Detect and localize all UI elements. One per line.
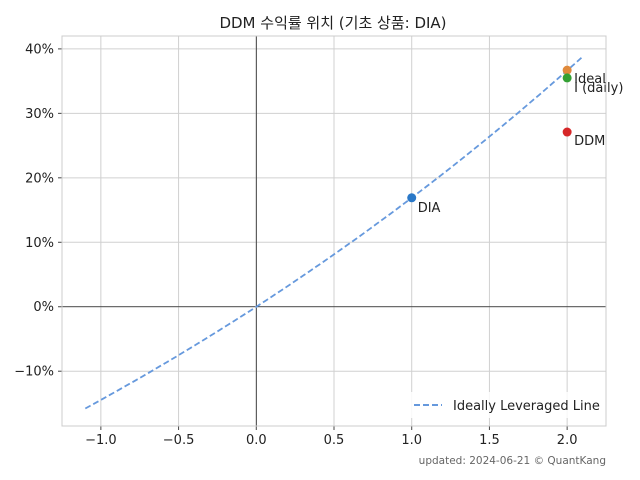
point-dia <box>407 193 417 203</box>
y-tick-label: 0% <box>33 300 54 315</box>
x-tick-label: 1.5 <box>479 433 500 448</box>
x-tick-label: 1.0 <box>401 433 422 448</box>
legend: Ideally Leveraged Line <box>406 392 600 418</box>
point-ddm <box>562 127 572 137</box>
point-i-daily <box>562 73 572 83</box>
x-tick-label: −1.0 <box>85 433 117 448</box>
grid <box>62 36 606 426</box>
chart-title: DDM 수익률 위치 (기초 상품: DIA) <box>219 14 446 32</box>
y-tick-label: −10% <box>14 365 54 380</box>
point-label-i-daily: I (daily) <box>574 81 623 96</box>
y-tick-label: 20% <box>25 171 54 186</box>
footer-note: updated: 2024-06-21 © QuantKang <box>419 455 606 467</box>
x-tick-label: 0.0 <box>246 433 267 448</box>
ideal-leveraged-line <box>84 55 584 410</box>
y-tick-label: 10% <box>25 236 54 251</box>
zero-axes <box>62 36 606 426</box>
point-ideal <box>562 65 572 75</box>
legend-box <box>406 392 600 418</box>
ideal-line <box>84 55 584 410</box>
x-tick-label: −0.5 <box>163 433 195 448</box>
y-tick-label: 40% <box>25 42 54 57</box>
point-label-ddm: DDM <box>574 134 605 149</box>
y-tick-label: 30% <box>25 107 54 122</box>
plot-frame <box>61 35 607 427</box>
point-label-ideal: Ideal <box>574 72 606 87</box>
point-label-dia: DIA <box>418 201 441 216</box>
legend-label-ideal-line: Ideally Leveraged Line <box>453 399 600 414</box>
tick-labels: −1.0 −0.5 0.0 0.5 1.0 1.5 2.0 −10% 0% 10% 20% 30% 40… <box>14 42 577 448</box>
x-tick-label: 0.5 <box>324 433 345 448</box>
x-tick-label: 2.0 <box>557 433 578 448</box>
